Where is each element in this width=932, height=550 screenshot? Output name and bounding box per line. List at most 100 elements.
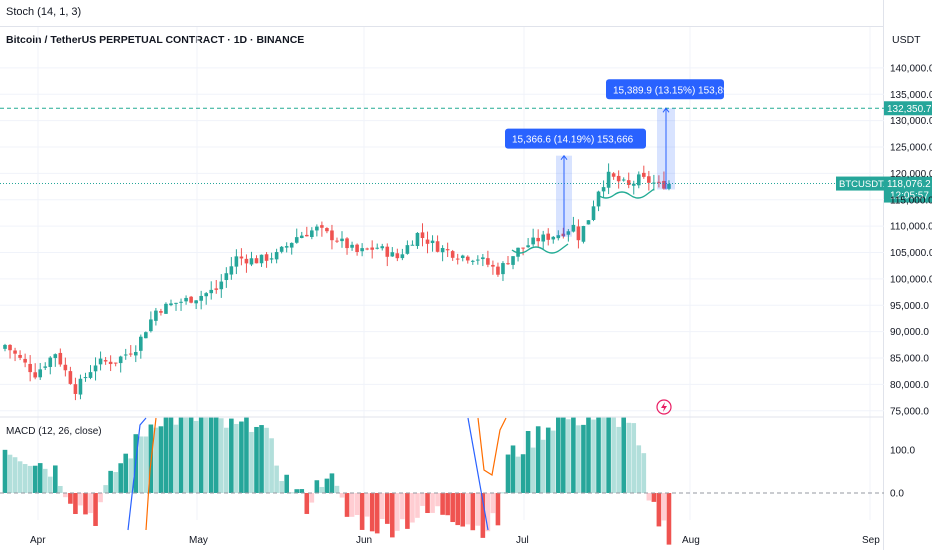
macd-label[interactable]: MACD (12, 26, close) xyxy=(6,426,102,437)
macd-bar xyxy=(596,417,601,493)
candle-body xyxy=(93,365,98,372)
macd-bar xyxy=(269,438,274,493)
macd-line xyxy=(127,417,147,531)
macd-bar xyxy=(198,417,204,493)
candle-body xyxy=(657,181,661,183)
candle-body xyxy=(194,300,198,304)
macd-bar xyxy=(334,485,340,493)
macd-bar xyxy=(435,493,440,507)
candle-body xyxy=(395,253,400,259)
candle-body xyxy=(154,310,158,321)
candle-body xyxy=(33,372,37,378)
candle-body xyxy=(556,235,561,239)
currency-label[interactable]: USDT xyxy=(892,34,921,46)
candle-body xyxy=(264,254,269,261)
candle-body xyxy=(144,332,148,339)
candle-body xyxy=(189,296,193,303)
macd-bar xyxy=(359,493,365,530)
macd-line xyxy=(467,417,489,531)
macd-bar xyxy=(616,426,621,493)
candle-body xyxy=(53,354,58,359)
candle-body xyxy=(164,303,168,314)
price-tick-label: 110,000.0 xyxy=(890,222,932,233)
price-axis[interactable]: 140,000.0 135,000.0 130,000.0 125,000.0 120,… xyxy=(890,63,932,499)
macd-bar xyxy=(123,453,129,493)
macd-bar xyxy=(395,493,400,531)
candle-body xyxy=(365,248,369,250)
candle-body xyxy=(294,237,299,243)
countdown-text: 12:05:57 xyxy=(890,191,929,202)
macd-bar xyxy=(535,426,541,493)
candle-body xyxy=(254,258,259,264)
macd-bar xyxy=(304,493,310,514)
candle-body xyxy=(128,353,133,355)
candle-body xyxy=(139,336,143,351)
symbol-title[interactable]: Bitcoin / TetherUS PERPETUAL CONTRACT · … xyxy=(6,34,305,46)
macd-bar xyxy=(138,436,144,493)
macd-bar xyxy=(415,493,420,518)
candle-body xyxy=(68,371,73,384)
candle-body xyxy=(440,247,445,253)
month-tick-label: Aug xyxy=(682,535,700,546)
candle-body xyxy=(375,247,380,249)
price-tick-label: 80,000.0 xyxy=(890,380,929,391)
macd-bar xyxy=(244,417,249,493)
macd-bar xyxy=(485,493,491,532)
macd-bar xyxy=(208,417,214,493)
price-tick-label: 115,000.0 xyxy=(890,195,932,206)
macd-bar xyxy=(510,445,516,493)
candle-body xyxy=(410,244,415,246)
macd-bar xyxy=(88,493,93,514)
candle-body xyxy=(506,263,510,265)
macd-bar xyxy=(445,493,450,516)
candle-body xyxy=(58,352,63,365)
candle-body xyxy=(13,350,17,354)
macd-bar xyxy=(203,417,209,493)
candle-body xyxy=(460,255,465,258)
macd-bar xyxy=(405,493,410,529)
candle-body xyxy=(611,173,616,177)
macd-bar xyxy=(284,474,289,493)
macd-lines xyxy=(127,417,507,531)
candle-body xyxy=(491,264,495,267)
candle-body xyxy=(370,247,374,250)
candle-body xyxy=(279,246,284,252)
candle-body xyxy=(234,256,239,267)
macd-bar xyxy=(576,425,581,493)
candle-body xyxy=(652,182,656,184)
candle-body xyxy=(108,361,113,365)
macd-bar xyxy=(450,493,455,523)
macd-bar xyxy=(32,465,38,493)
macd-bar xyxy=(374,493,380,534)
macd-bar xyxy=(78,493,83,506)
macd-bar xyxy=(591,419,596,493)
macd-bar xyxy=(73,493,78,515)
macd-tick-label: 0.0 xyxy=(890,489,904,500)
macd-bar xyxy=(53,465,58,493)
time-axis[interactable]: Apr May Jun Jul Aug Sep xyxy=(30,535,880,546)
macd-bar xyxy=(586,417,591,493)
macd-bar xyxy=(410,493,415,523)
candle-body xyxy=(581,226,586,242)
macd-bar xyxy=(12,457,18,493)
price-badge-text: 118,076.2 xyxy=(887,179,931,190)
candle-body xyxy=(631,183,636,186)
candle-body xyxy=(169,303,173,306)
candle-body xyxy=(435,241,440,252)
macd-bar xyxy=(239,421,244,493)
macd-bar xyxy=(103,485,108,493)
price-tick-label: 135,000.0 xyxy=(890,90,932,101)
lightning-icon xyxy=(656,399,672,415)
candle-body xyxy=(184,297,188,302)
candle-body xyxy=(521,247,525,249)
macd-bar xyxy=(490,493,496,514)
candle-body xyxy=(551,236,556,240)
macd-pane: MACD (12, 26, close) xyxy=(0,416,884,437)
stoch-indicator-label[interactable]: Stoch (14, 1, 3) xyxy=(6,6,82,18)
macd-bar xyxy=(556,417,561,493)
macd-bar xyxy=(178,417,184,493)
candle-body xyxy=(420,232,425,239)
candle-body xyxy=(576,226,581,241)
price-tick-label: 125,000.0 xyxy=(890,143,932,154)
